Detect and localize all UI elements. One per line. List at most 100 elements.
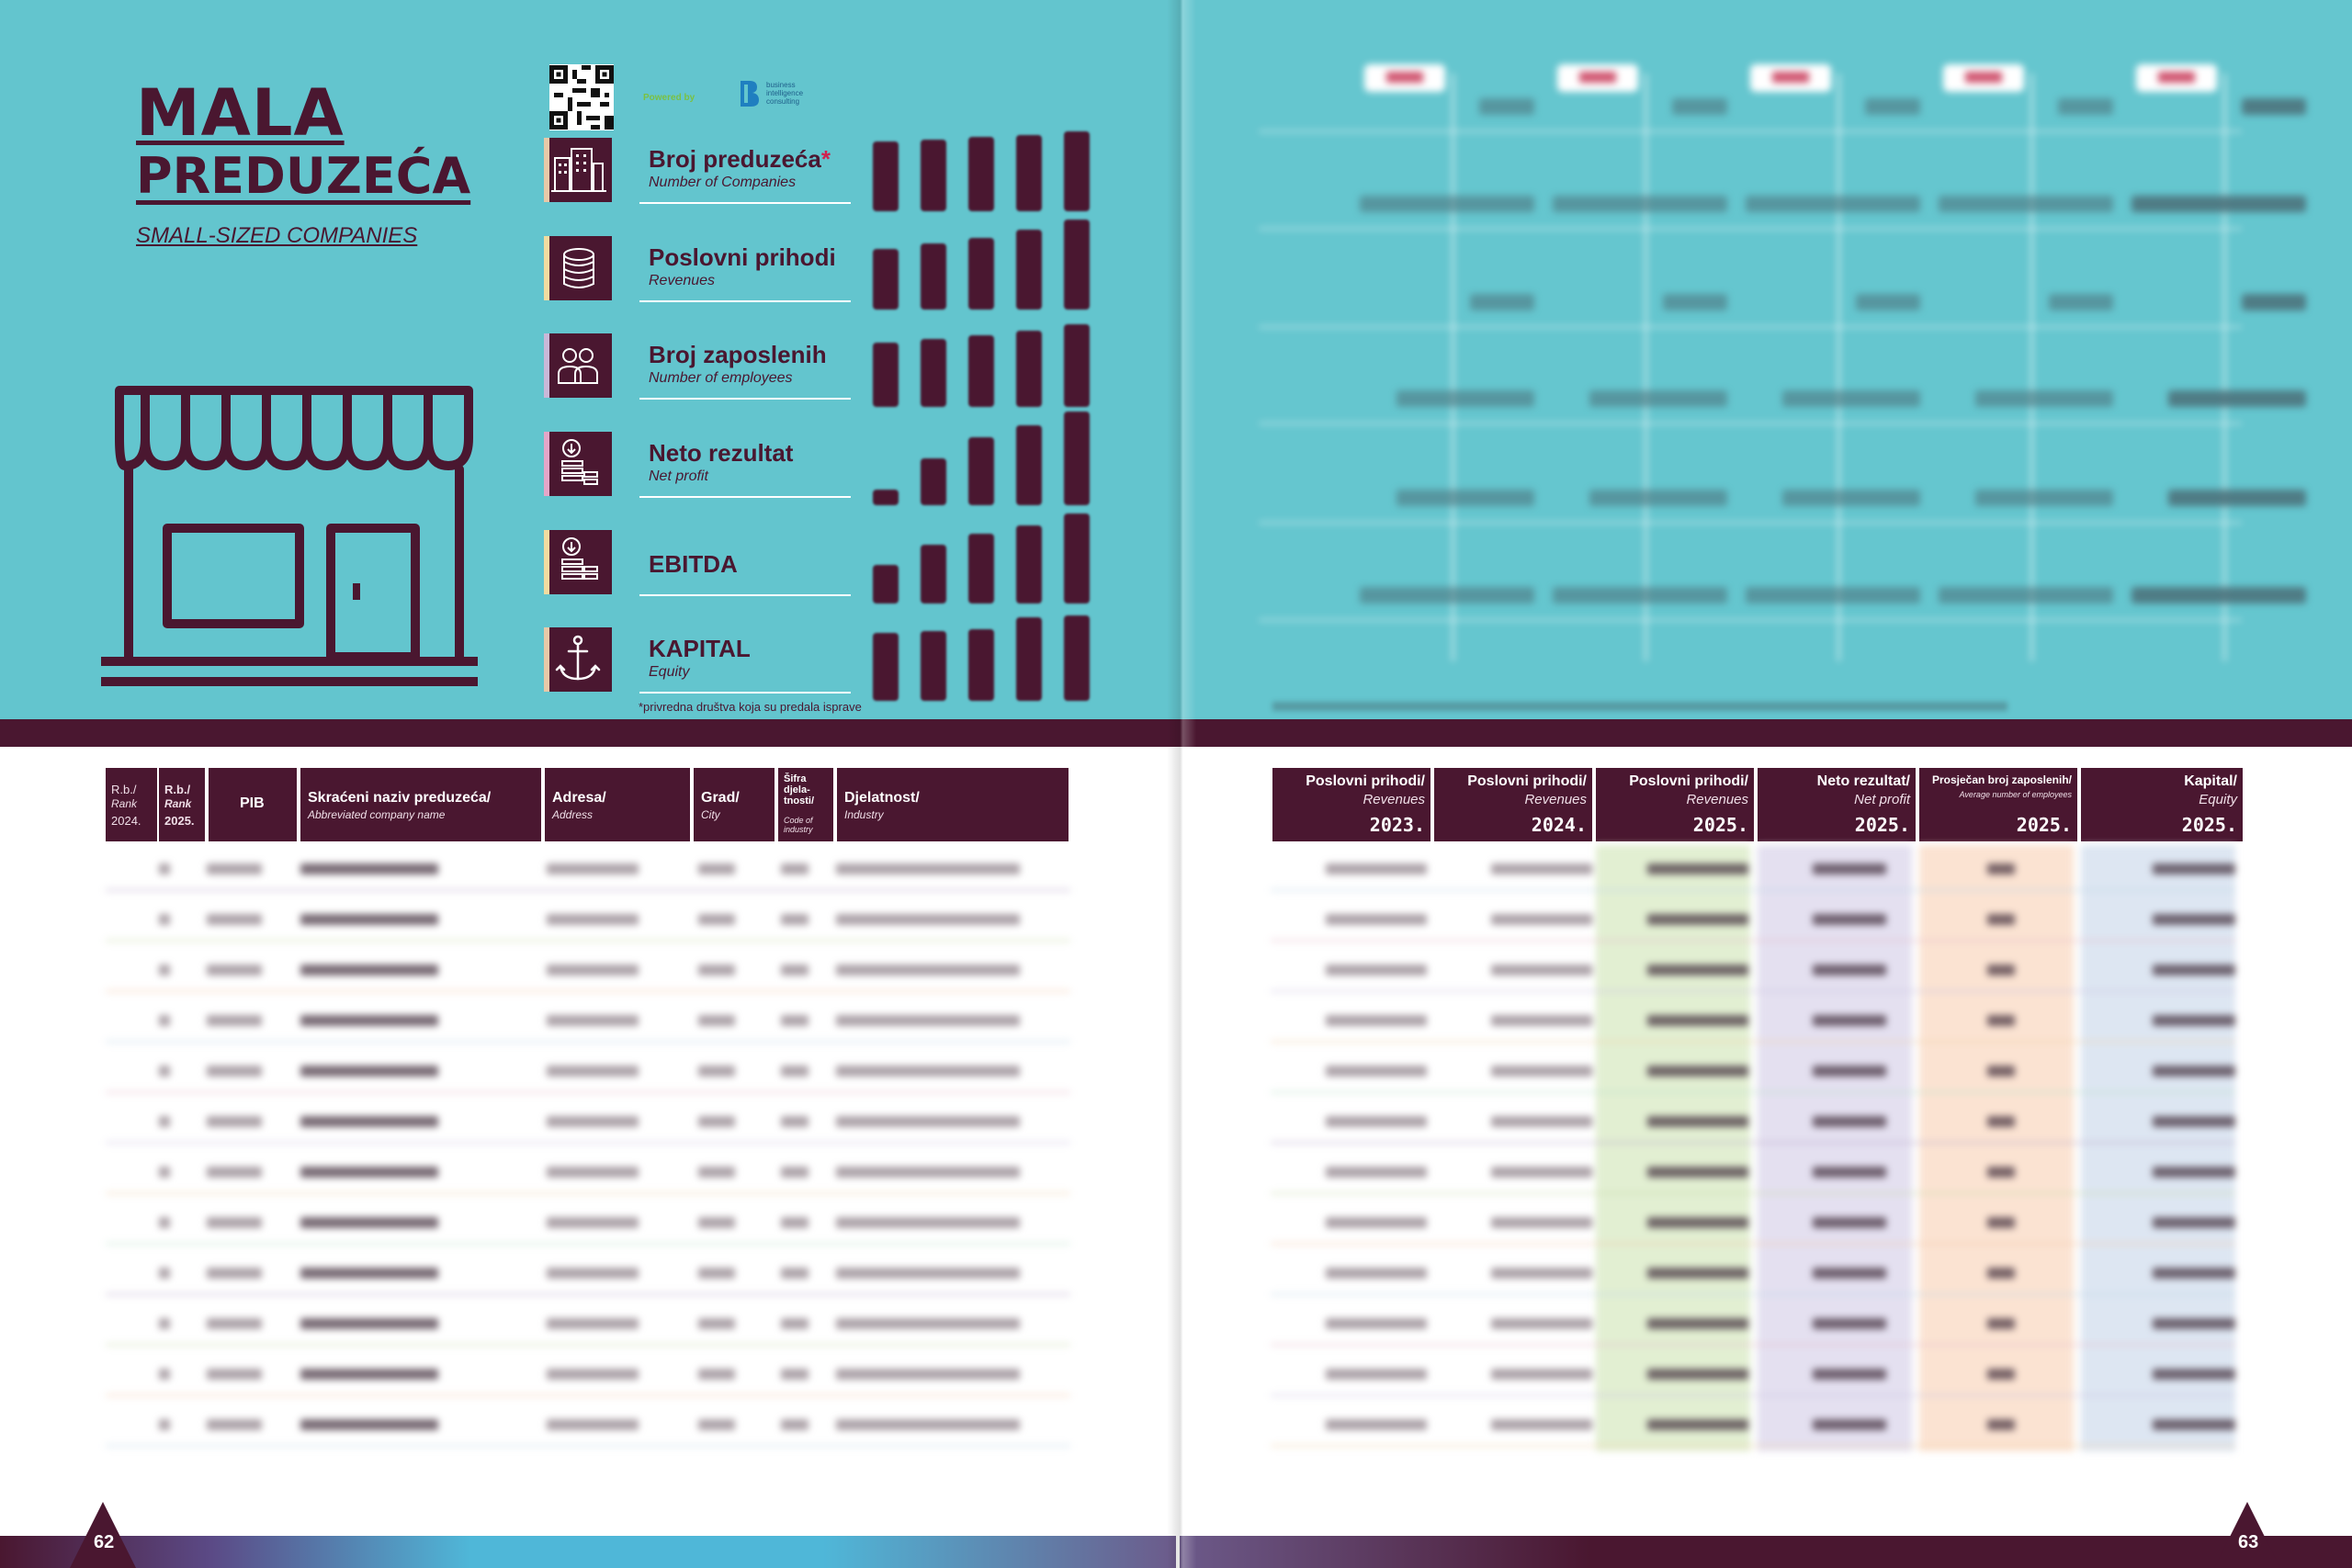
qr-code-icon[interactable] xyxy=(549,64,614,130)
header-label-en: Equity xyxy=(2199,792,2237,807)
trend-bar xyxy=(921,458,946,505)
table-cell xyxy=(781,1167,808,1178)
stat-value xyxy=(1856,294,1920,310)
trend-bar xyxy=(1016,425,1042,505)
column-header[interactable]: Kapital/ Equity 2025. xyxy=(2081,768,2243,841)
table-cell xyxy=(1987,1066,2015,1077)
column-header[interactable]: Skraćeni naziv preduzeća/ Abbreviated co… xyxy=(300,768,541,841)
table-cell xyxy=(1326,1015,1427,1026)
column-header[interactable]: Šifra djela-tnosti/ Code of industry xyxy=(778,768,833,841)
trend-bar xyxy=(968,137,994,211)
header-label: Skraćeni naziv preduzeća/ xyxy=(308,790,492,806)
column-header[interactable]: R.b./ Rank 2025. xyxy=(159,768,205,841)
header-label: Poslovni prihodi/ xyxy=(1467,773,1587,789)
column-header[interactable]: Neto rezultat/ Net profit 2025. xyxy=(1758,768,1916,841)
table-cell xyxy=(698,1217,735,1228)
table-cell xyxy=(1987,914,2015,925)
stat-value xyxy=(1553,587,1727,604)
table-cell xyxy=(781,914,808,925)
table-cell xyxy=(1987,1116,2015,1127)
table-cell xyxy=(781,1369,808,1380)
column-header[interactable]: Adresa/ Address xyxy=(545,768,690,841)
trend-bar xyxy=(873,565,899,604)
trend-bar xyxy=(873,633,899,701)
table-cell xyxy=(781,863,808,874)
column-highlight xyxy=(1758,845,1912,1451)
indicator-trend-chart xyxy=(873,324,1090,407)
table-cell xyxy=(1647,863,1748,874)
table-cell xyxy=(159,1217,170,1228)
stat-value xyxy=(1396,390,1534,407)
table-row xyxy=(106,990,1070,992)
table-cell xyxy=(2153,1369,2235,1380)
column-header[interactable]: Djelatnost/ Industry xyxy=(837,768,1069,841)
table-cell xyxy=(1491,1116,1592,1127)
column-header[interactable]: R.b./ Rank 2024. xyxy=(106,768,157,841)
stat-value xyxy=(1479,98,1534,115)
table-cell xyxy=(836,1116,1020,1127)
trend-bar xyxy=(1064,324,1090,407)
header-label-en: Net profit xyxy=(1854,792,1910,807)
table-cell xyxy=(836,1167,1020,1178)
table-body-left xyxy=(106,845,1080,1451)
table-cell xyxy=(1647,1318,1748,1329)
header-label-en: Abbreviated company name xyxy=(308,808,446,821)
table-cell xyxy=(159,1369,170,1380)
indicator-subtitle: Number of Companies xyxy=(649,175,797,190)
header-year: 2024. xyxy=(1531,814,1587,836)
header-year: 2025. xyxy=(2016,814,2072,836)
table-cell xyxy=(1647,1167,1748,1178)
table-cell xyxy=(300,1217,438,1228)
table-cell xyxy=(207,914,262,925)
column-header[interactable]: Poslovni prihodi/ Revenues 2023. xyxy=(1272,768,1430,841)
table-row xyxy=(106,1041,1070,1043)
column-header[interactable]: PIB xyxy=(209,768,297,841)
table-row xyxy=(106,1445,1070,1447)
table-cell xyxy=(698,914,735,925)
table-cell xyxy=(1326,964,1427,976)
table-cell xyxy=(1647,1419,1748,1430)
column-header[interactable]: Poslovni prihodi/ Revenues 2025. xyxy=(1596,768,1754,841)
trend-bar xyxy=(1016,135,1042,211)
table-cell xyxy=(1647,964,1748,976)
indicator-row: Neto rezultat Net profit xyxy=(544,432,860,514)
column-header[interactable]: Grad/ City xyxy=(694,768,775,841)
page-title-line2: PREDUZEĆA xyxy=(136,147,471,205)
indicator-tab xyxy=(544,627,549,692)
trend-bar xyxy=(1064,615,1090,701)
trend-bar xyxy=(921,339,946,407)
grid-line xyxy=(1259,619,2242,621)
table-cell xyxy=(300,1419,438,1430)
table-row xyxy=(1271,1041,2235,1043)
table-cell xyxy=(1491,1369,1592,1380)
indicator-title: Neto rezultat xyxy=(649,439,794,467)
table-cell xyxy=(300,914,438,925)
table-cell xyxy=(1813,1217,1886,1228)
header-year: 2023. xyxy=(1369,814,1425,836)
table-cell xyxy=(1647,914,1748,925)
header-label: Djelatnost/ xyxy=(844,790,920,806)
indicator-tab xyxy=(544,333,549,398)
table-cell xyxy=(159,1167,170,1178)
indicator-underline xyxy=(639,300,851,302)
profit-down-icon xyxy=(544,432,612,496)
table-cell xyxy=(1813,964,1886,976)
indicator-tab xyxy=(544,432,549,496)
indicator-row: EBITDA xyxy=(544,530,860,613)
table-cell xyxy=(1647,1116,1748,1127)
table-cell xyxy=(159,1066,170,1077)
table-cell xyxy=(836,1369,1020,1380)
table-cell xyxy=(836,1015,1020,1026)
table-cell xyxy=(1987,1419,2015,1430)
trend-bar xyxy=(921,243,946,310)
table-cell xyxy=(1813,1419,1886,1430)
table-cell xyxy=(207,1167,262,1178)
column-header[interactable]: Prosječan broj zaposlenih/ Average numbe… xyxy=(1919,768,2077,841)
table-row xyxy=(106,1243,1070,1245)
table-cell xyxy=(1491,1217,1592,1228)
header-year: 2025. xyxy=(1692,814,1748,836)
table-cell xyxy=(2153,1015,2235,1026)
column-header[interactable]: Poslovni prihodi/ Revenues 2024. xyxy=(1434,768,1592,841)
table-cell xyxy=(1987,1318,2015,1329)
stat-value xyxy=(1939,196,2113,212)
